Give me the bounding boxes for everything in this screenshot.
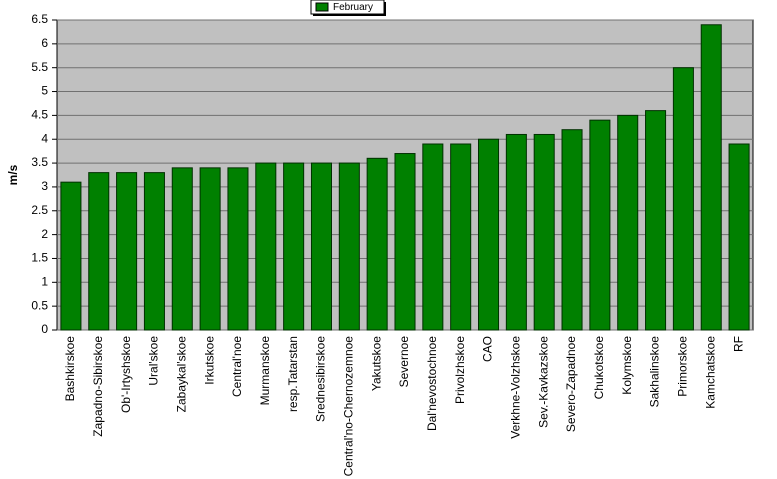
x-tick-label: Central'noe: [230, 336, 244, 397]
x-tick-label: Bashkirskoe: [63, 336, 77, 402]
bar: [366, 157, 388, 331]
bar: [505, 133, 527, 331]
x-tick-label: Srednesibirskoe: [314, 336, 328, 422]
y-tick-label: 1.5: [31, 251, 48, 265]
x-tick-label: Zapadno-Sibirskoe: [91, 336, 105, 437]
x-tick-label: Privolzhskoe: [453, 336, 467, 404]
y-tick-label: 4.5: [31, 108, 48, 122]
x-tick-label: Zabaykal'skoe: [174, 336, 188, 413]
bar: [171, 167, 193, 331]
y-tick-label: 0.5: [31, 298, 48, 312]
bar: [645, 110, 667, 331]
y-tick-label: 3.5: [31, 155, 48, 169]
x-tick-label: Dal'nevostochnoe: [425, 336, 439, 431]
x-tick-label: Irkutskoe: [202, 336, 216, 385]
x-tick-label: Sakhalinskoe: [648, 336, 662, 408]
x-tick-label: Kolymskoe: [620, 336, 634, 395]
x-tick-label: resp.Tatarstan: [286, 336, 300, 412]
bar: [533, 133, 555, 331]
y-tick-label: 1: [41, 274, 48, 288]
y-axis-label: m/s: [6, 164, 20, 185]
y-tick-label: 6: [41, 36, 48, 50]
bar: [394, 153, 416, 331]
y-tick-label: 0: [41, 322, 48, 336]
x-tick-label: Murmanskoe: [258, 336, 272, 406]
y-tick-label: 5: [41, 84, 48, 98]
y-tick-label: 2: [41, 227, 48, 241]
x-tick-label: Ob'-Irtyshskoe: [119, 336, 133, 413]
bar: [617, 114, 639, 331]
legend-box: [310, 0, 385, 15]
bar: [88, 172, 110, 331]
x-tick-label: Yakutskoe: [369, 336, 383, 391]
y-tick-label: 5.5: [31, 60, 48, 74]
legend-label: February: [333, 2, 373, 13]
bar: [672, 67, 694, 331]
bar: [60, 181, 82, 331]
bar: [199, 167, 221, 331]
bar: [450, 143, 472, 331]
bar: [589, 119, 611, 331]
y-tick-label: 6.5: [31, 12, 48, 26]
bar: [561, 129, 583, 331]
bar: [283, 162, 305, 331]
x-tick-label: Central'no-Chernozemnoe: [341, 336, 355, 477]
x-tick-label: CAO: [481, 336, 495, 362]
x-tick-label: Sev.-Kavkazskoe: [536, 336, 550, 428]
x-tick-label: Ural'skoe: [147, 336, 161, 386]
x-tick-label: Primorskoe: [676, 336, 690, 397]
bar: [143, 172, 165, 331]
bar: [116, 172, 138, 331]
x-tick-label: Severo-Zapadnoe: [564, 336, 578, 432]
y-tick-label: 3: [41, 179, 48, 193]
bar: [700, 24, 722, 331]
legend-swatch: [315, 2, 329, 12]
x-tick-label: Verkhne-Volzhskoe: [509, 336, 523, 439]
x-tick-label: Kamchatskoe: [703, 336, 717, 409]
y-tick-label: 4: [41, 131, 48, 145]
bar: [422, 143, 444, 331]
bar: [477, 138, 500, 331]
bar: [338, 162, 360, 331]
x-tick-label: Severnoe: [397, 336, 411, 388]
bar: [310, 162, 333, 331]
x-tick-label: Chukotskoe: [592, 336, 606, 400]
bar: [255, 162, 277, 331]
bar: [227, 167, 249, 331]
y-tick-label: 2.5: [31, 203, 48, 217]
x-tick-label: RF: [731, 336, 745, 352]
bar: [728, 143, 750, 331]
